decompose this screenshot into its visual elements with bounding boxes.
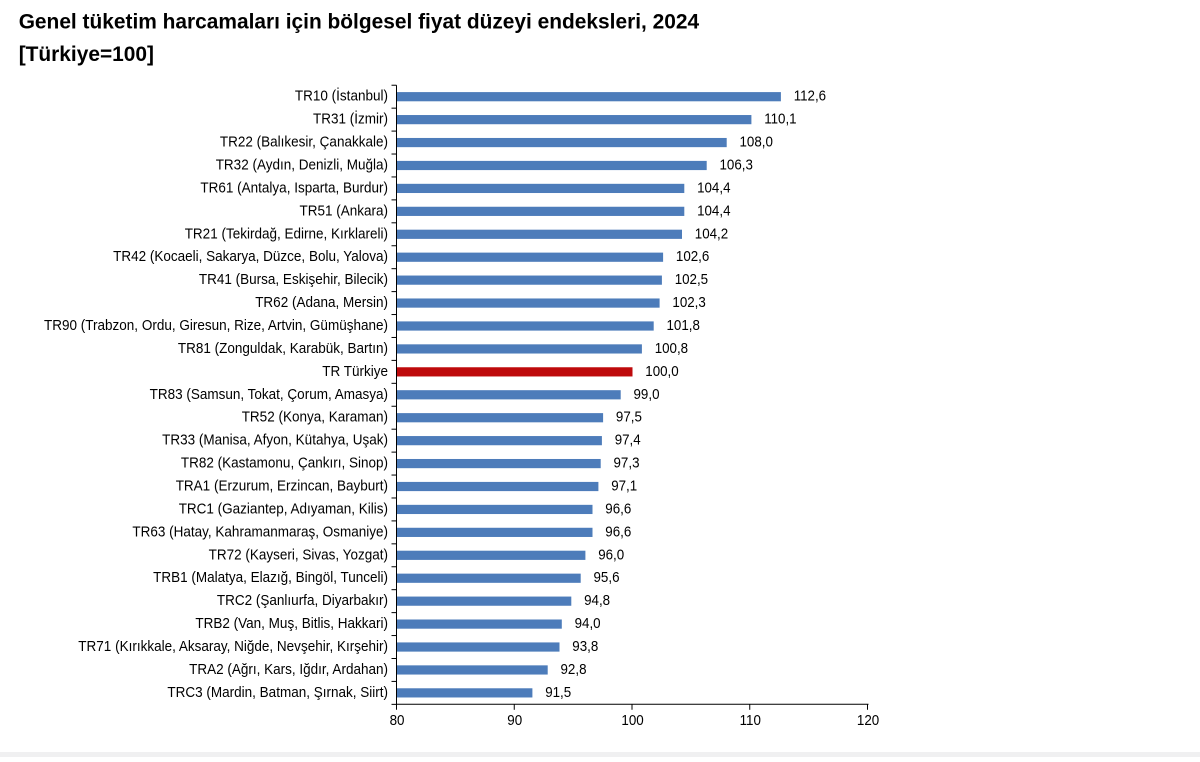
svg-text:80: 80 — [390, 712, 405, 729]
svg-text:TR51 (Ankara): TR51 (Ankara) — [300, 202, 389, 219]
svg-text:TR10 (İstanbul): TR10 (İstanbul) — [295, 87, 388, 105]
svg-text:TR32 (Aydın, Denizli, Muğla): TR32 (Aydın, Denizli, Muğla) — [216, 156, 388, 173]
svg-text:TR31 (İzmir): TR31 (İzmir) — [313, 110, 388, 128]
svg-text:96,0: 96,0 — [598, 546, 624, 563]
svg-text:TR33 (Manisa, Afyon, Kütahya,: TR33 (Manisa, Afyon, Kütahya, Uşak) — [162, 432, 388, 449]
svg-text:TR81 (Zonguldak, Karabük, Bart: TR81 (Zonguldak, Karabük, Bartın) — [178, 340, 388, 357]
svg-text:104,4: 104,4 — [697, 179, 730, 196]
svg-text:TRA1 (Erzurum, Erzincan, Baybu: TRA1 (Erzurum, Erzincan, Bayburt) — [176, 478, 388, 495]
svg-text:97,5: 97,5 — [616, 409, 642, 426]
svg-text:104,2: 104,2 — [695, 225, 728, 242]
svg-text:96,6: 96,6 — [605, 523, 631, 540]
svg-text:102,3: 102,3 — [672, 294, 705, 311]
svg-text:TR82 (Kastamonu, Çankırı, Sino: TR82 (Kastamonu, Çankırı, Sinop) — [181, 455, 388, 472]
svg-text:112,6: 112,6 — [794, 88, 826, 105]
svg-text:96,6: 96,6 — [605, 500, 631, 517]
svg-text:TR Türkiye: TR Türkiye — [322, 363, 388, 380]
svg-text:102,5: 102,5 — [675, 271, 708, 288]
svg-text:100: 100 — [621, 712, 643, 729]
svg-text:101,8: 101,8 — [667, 317, 700, 334]
svg-text:93,8: 93,8 — [572, 638, 598, 655]
svg-text:97,4: 97,4 — [615, 432, 641, 449]
svg-text:TR41 (Bursa, Eskişehir, Bileci: TR41 (Bursa, Eskişehir, Bilecik) — [199, 271, 388, 288]
svg-text:100,0: 100,0 — [645, 363, 678, 380]
svg-text:TRB2 (Van, Muş, Bitlis, Hakkar: TRB2 (Van, Muş, Bitlis, Hakkari) — [195, 615, 388, 632]
svg-text:TR22 (Balıkesir, Çanakkale): TR22 (Balıkesir, Çanakkale) — [220, 134, 388, 151]
svg-text:TR71 (Kırıkkale, Aksaray, Niğd: TR71 (Kırıkkale, Aksaray, Niğde, Nevşehi… — [78, 638, 388, 655]
svg-text:[Türkiye=100]: [Türkiye=100] — [19, 43, 154, 66]
svg-text:Genel tüketim harcamaları için: Genel tüketim harcamaları için bölgesel … — [19, 10, 700, 33]
svg-text:94,0: 94,0 — [575, 615, 601, 632]
svg-text:100,8: 100,8 — [655, 340, 688, 357]
svg-text:TRC3 (Mardin, Batman, Şırnak,: TRC3 (Mardin, Batman, Şırnak, Siirt) — [167, 684, 388, 701]
svg-text:95,6: 95,6 — [594, 569, 620, 586]
svg-text:TRA2 (Ağrı, Kars, Iğdır, Ardah: TRA2 (Ağrı, Kars, Iğdır, Ardahan) — [189, 661, 388, 678]
svg-text:99,0: 99,0 — [634, 386, 660, 403]
svg-text:TR52 (Konya, Karaman): TR52 (Konya, Karaman) — [242, 409, 388, 426]
svg-text:TRC2 (Şanlıurfa, Diyarbakır): TRC2 (Şanlıurfa, Diyarbakır) — [217, 592, 388, 609]
svg-text:TR42 (Kocaeli, Sakarya, Düzce,: TR42 (Kocaeli, Sakarya, Düzce, Bolu, Yal… — [113, 248, 388, 265]
svg-text:TRC1 (Gaziantep, Adıyaman, Kil: TRC1 (Gaziantep, Adıyaman, Kilis) — [179, 500, 388, 517]
svg-text:106,3: 106,3 — [720, 156, 753, 173]
svg-text:97,3: 97,3 — [614, 455, 640, 472]
svg-text:TR90 (Trabzon, Ordu, Giresun,: TR90 (Trabzon, Ordu, Giresun, Rize, Artv… — [44, 317, 388, 334]
svg-text:91,5: 91,5 — [545, 684, 571, 701]
svg-text:94,8: 94,8 — [584, 592, 610, 609]
svg-text:104,4: 104,4 — [697, 202, 730, 219]
svg-text:110: 110 — [740, 712, 761, 729]
svg-text:TR72 (Kayseri, Sivas, Yozgat): TR72 (Kayseri, Sivas, Yozgat) — [209, 546, 388, 563]
svg-text:TR61 (Antalya, Isparta, Burdur: TR61 (Antalya, Isparta, Burdur) — [200, 179, 388, 196]
svg-text:TR21 (Tekirdağ, Edirne, Kırkla: TR21 (Tekirdağ, Edirne, Kırklareli) — [185, 225, 388, 242]
svg-text:TRB1 (Malatya, Elazığ, Bingöl,: TRB1 (Malatya, Elazığ, Bingöl, Tunceli) — [153, 569, 388, 586]
svg-text:92,8: 92,8 — [561, 661, 587, 678]
svg-text:120: 120 — [857, 712, 879, 729]
svg-text:108,0: 108,0 — [740, 134, 773, 151]
svg-text:97,1: 97,1 — [611, 478, 637, 495]
svg-text:102,6: 102,6 — [676, 248, 709, 265]
svg-text:110,1: 110,1 — [764, 111, 796, 128]
svg-text:TR83 (Samsun, Tokat, Çorum, Am: TR83 (Samsun, Tokat, Çorum, Amasya) — [150, 386, 388, 403]
svg-text:90: 90 — [507, 712, 522, 729]
svg-text:TR63 (Hatay, Kahramanmaraş, Os: TR63 (Hatay, Kahramanmaraş, Osmaniye) — [132, 523, 388, 540]
svg-text:TR62 (Adana, Mersin): TR62 (Adana, Mersin) — [255, 294, 388, 311]
